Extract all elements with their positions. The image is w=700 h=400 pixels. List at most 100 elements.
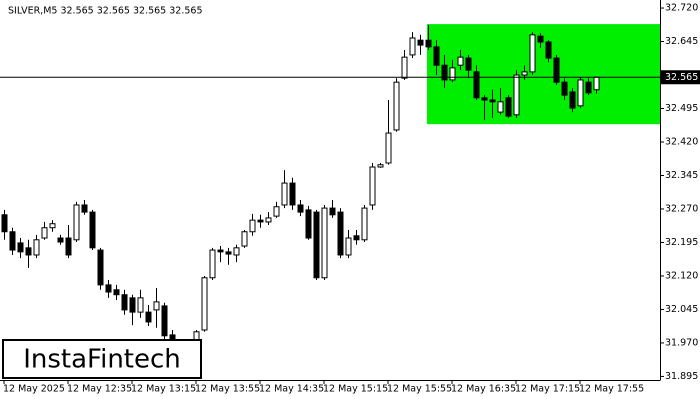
watermark: InstaFintech <box>23 345 181 375</box>
candle-body <box>257 219 264 223</box>
candle-body <box>89 211 96 249</box>
candle-body <box>441 64 448 81</box>
candle-body <box>577 79 584 107</box>
y-tick-label: 32.270 <box>665 203 698 214</box>
x-tick-label: 12 May 15:15 <box>323 384 388 395</box>
candle-body <box>97 249 104 286</box>
candle-body <box>481 97 488 101</box>
x-tick-label: 12 May 17:55 <box>579 384 644 395</box>
x-tick-label: 12 May 13:15 <box>131 384 196 395</box>
candle-body <box>121 294 128 311</box>
candle-body <box>497 101 504 113</box>
candle-body <box>505 97 512 117</box>
candle-body <box>81 204 88 213</box>
candle-body <box>329 207 336 216</box>
candle-body <box>449 67 456 81</box>
candle-body <box>513 74 520 116</box>
candle-body <box>345 237 352 256</box>
candle-body <box>65 237 72 256</box>
candle-body <box>153 301 160 311</box>
candle-body <box>401 56 408 79</box>
candle-body <box>193 331 200 341</box>
candle-body <box>129 297 136 313</box>
candle-body <box>305 209 312 239</box>
candle-body <box>369 166 376 206</box>
candle-body <box>465 57 472 71</box>
candle-body <box>337 211 344 256</box>
candle-body <box>17 242 24 253</box>
x-tick-label: 12 May 16:35 <box>451 384 516 395</box>
y-tick-label: 32.495 <box>665 103 698 114</box>
y-tick-label: 32.645 <box>665 36 698 47</box>
candle-body <box>49 223 56 229</box>
candle-body <box>361 207 368 241</box>
price-label: 32.565 <box>665 72 698 83</box>
candle-body <box>417 39 424 46</box>
candle-body <box>145 311 152 323</box>
x-tick-label: 12 May 14:35 <box>259 384 324 395</box>
candle-body <box>73 204 80 241</box>
candle-body <box>209 249 216 279</box>
candle-body <box>225 251 232 255</box>
y-tick-label: 32.195 <box>665 237 698 248</box>
candle-body <box>217 249 224 253</box>
candle-body <box>137 297 144 313</box>
y-tick-label: 32.120 <box>665 270 698 281</box>
candle-body <box>281 182 288 206</box>
y-tick-label: 32.420 <box>665 136 698 147</box>
candle-body <box>561 81 568 96</box>
candle-body <box>457 56 464 66</box>
candle-body <box>321 207 328 279</box>
candle-body <box>105 284 112 293</box>
candle-body <box>553 57 560 83</box>
candle-body <box>233 247 240 256</box>
x-tick-label: 12 May 13:55 <box>195 384 260 395</box>
candle-body <box>569 91 576 109</box>
chart-title: SILVER,M5 32.565 32.565 32.565 32.565 <box>8 6 203 17</box>
candle-body <box>161 305 168 337</box>
price-label-box <box>661 70 700 85</box>
candle-body <box>593 76 600 91</box>
candle-body <box>33 239 40 256</box>
candle-body <box>113 289 120 296</box>
y-tick-label: 31.895 <box>665 371 698 382</box>
x-tick-label: 12 May 12:35 <box>67 384 132 395</box>
x-tick-label: 12 May 2025 <box>3 384 65 395</box>
candle-body <box>409 37 416 56</box>
x-tick-label: 12 May 15:55 <box>387 384 452 395</box>
candle-body <box>201 277 208 331</box>
y-tick-label: 32.345 <box>665 170 698 181</box>
candle-body <box>353 235 360 241</box>
candle-body <box>1 214 8 233</box>
candle-body <box>393 81 400 131</box>
candle-body <box>265 217 272 223</box>
candle-body <box>273 206 280 217</box>
candle-body <box>385 132 392 164</box>
y-tick-label: 32.720 <box>665 3 698 14</box>
candle-body <box>57 237 64 243</box>
candle-body <box>425 39 432 48</box>
candle-body <box>433 46 440 66</box>
x-tick-label: 12 May 17:15 <box>515 384 580 395</box>
candle-body <box>529 34 536 73</box>
plot-layer <box>1 25 600 360</box>
candle-body <box>537 35 544 43</box>
candle-body <box>585 81 592 94</box>
candle-body <box>377 164 384 168</box>
candle-body <box>297 204 304 213</box>
candle-body <box>289 182 296 206</box>
candle-body <box>25 247 32 256</box>
y-tick-label: 32.045 <box>665 304 698 315</box>
y-tick-label: 31.970 <box>665 337 698 348</box>
candle-body <box>489 99 496 103</box>
candle-body <box>249 219 256 233</box>
candle-body <box>313 211 320 279</box>
candle-body <box>473 71 480 99</box>
watermark-box <box>2 339 202 379</box>
candle-body <box>521 71 528 76</box>
candle-body <box>9 231 16 251</box>
candle-body <box>41 227 48 239</box>
candle-body <box>241 231 248 247</box>
